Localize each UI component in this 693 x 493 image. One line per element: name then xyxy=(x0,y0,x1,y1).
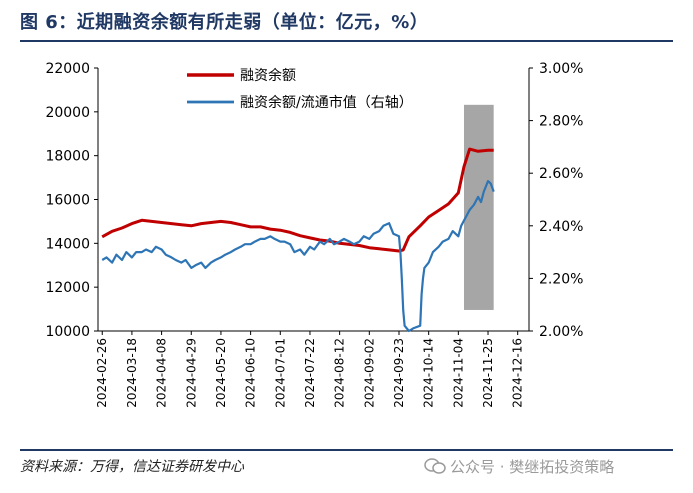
legend-label-1: 融资余额 xyxy=(240,67,296,84)
y-left-tick-label: 16000 xyxy=(45,193,90,209)
y-right-tick-label: 2.80% xyxy=(539,114,583,130)
y-right-tick-label: 2.40% xyxy=(539,219,583,235)
watermark: 公众号 · 樊继拓投资策略 xyxy=(424,456,614,477)
x-tick-label: 2024-10-14 xyxy=(422,338,436,408)
x-tick-label: 2024-03-18 xyxy=(125,338,139,408)
y-left-tick-label: 22000 xyxy=(45,61,90,77)
source-note: 资料来源：万得，信达证券研发中心 xyxy=(20,459,244,475)
highlight-box xyxy=(463,104,494,310)
x-tick-label: 2024-04-29 xyxy=(184,338,198,408)
ratio-line xyxy=(101,180,495,333)
y-right-tick-label: 3.00% xyxy=(539,61,583,77)
x-tick-label: 2024-04-08 xyxy=(155,338,169,408)
x-tick-label: 2024-07-22 xyxy=(303,338,317,408)
title-divider xyxy=(20,40,673,42)
x-tick-label: 2024-11-25 xyxy=(481,338,495,408)
x-tick-label: 2024-09-23 xyxy=(392,338,406,408)
x-tick-label: 2024-12-16 xyxy=(511,338,525,408)
y-right-tick-label: 2.60% xyxy=(539,166,583,182)
y-left-tick-label: 12000 xyxy=(45,280,90,296)
margin-balance-line xyxy=(101,147,494,253)
chart-title: 图 6：近期融资余额有所走弱（单位：亿元，%） xyxy=(20,12,429,33)
wechat-icon xyxy=(424,458,446,474)
legend-label-2: 融资余额/流通市值（右轴） xyxy=(240,94,413,111)
x-tick-label: 2024-09-02 xyxy=(362,338,376,408)
chart: 10000 12000 14000 16000 18000 20000 22000 2.00%… xyxy=(45,61,583,408)
x-tick-label: 2024-02-26 xyxy=(95,338,109,408)
x-tick-label: 2024-05-20 xyxy=(214,338,228,408)
y-right-tick-label: 2.00% xyxy=(539,324,583,340)
y-right-tick-label: 2.20% xyxy=(539,271,583,287)
y-left-tick-label: 10000 xyxy=(45,324,90,340)
x-tick-label: 2024-06-10 xyxy=(244,338,258,408)
x-tick-label: 2024-11-04 xyxy=(451,338,465,408)
footer-divider xyxy=(20,449,673,451)
x-tick-label: 2024-08-12 xyxy=(333,338,347,408)
y-left-tick-label: 20000 xyxy=(45,105,90,121)
watermark-text: 公众号 · 樊继拓投资策略 xyxy=(450,458,615,476)
x-tick-label: 2024-07-01 xyxy=(273,338,287,408)
y-left-tick-label: 18000 xyxy=(45,149,90,165)
y-left-tick-label: 14000 xyxy=(45,236,90,252)
